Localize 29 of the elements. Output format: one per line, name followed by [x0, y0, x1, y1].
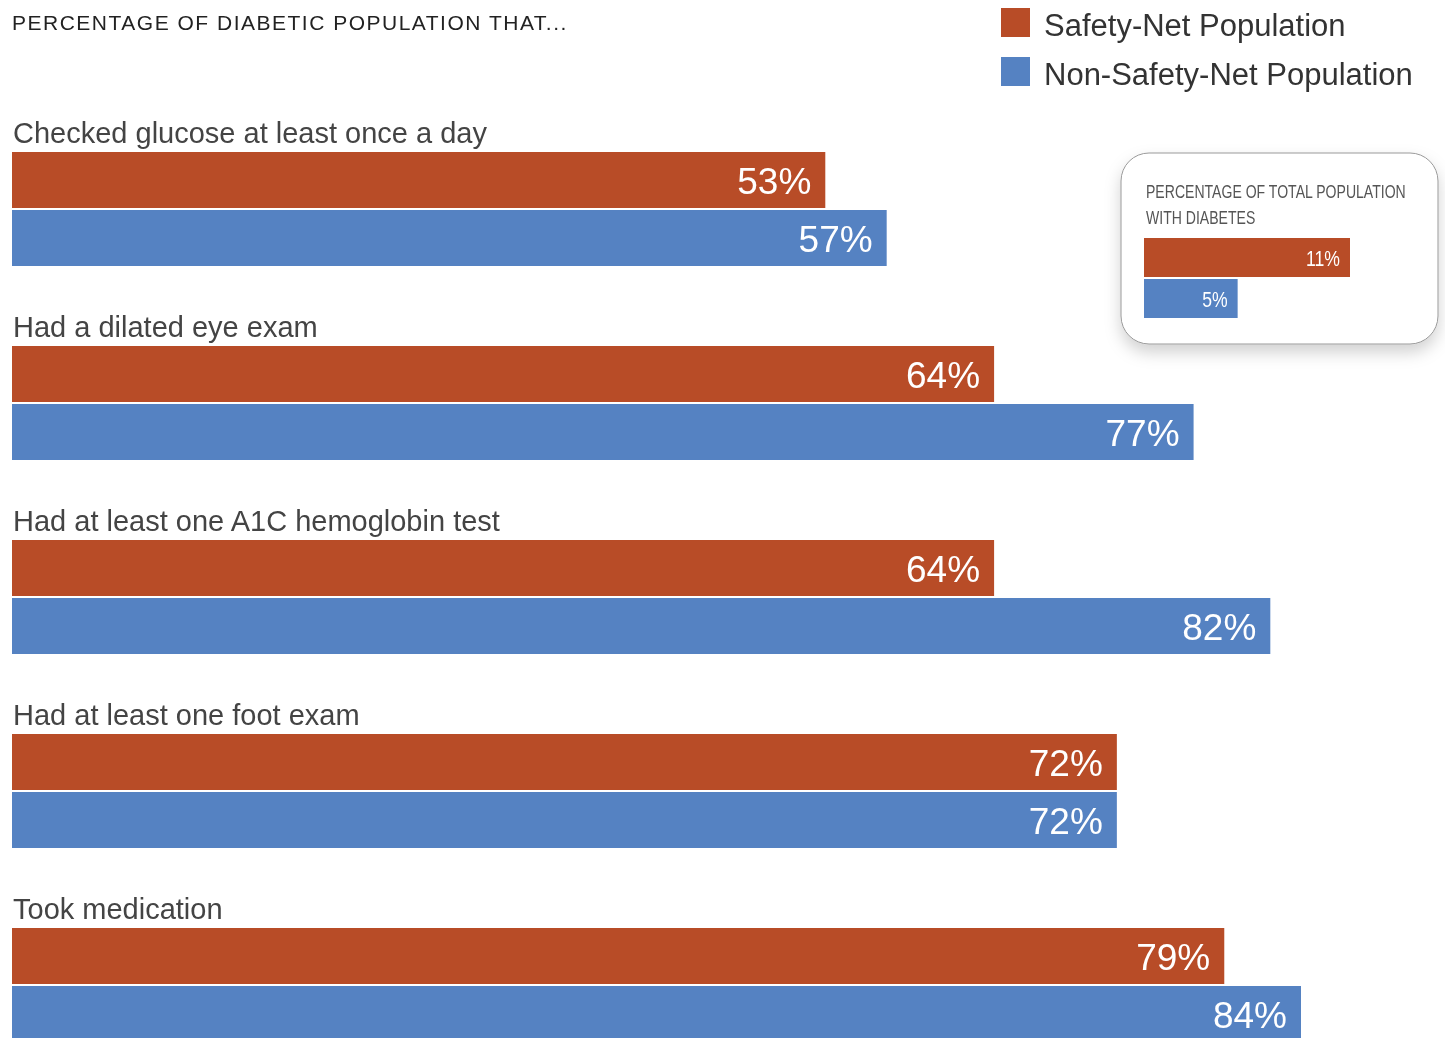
bar	[12, 210, 887, 266]
y-tick-label: Checked glucose at least once a day	[13, 117, 488, 149]
data-label: 64%	[906, 549, 981, 590]
legend-label: Non-Safety-Net Population	[1044, 57, 1413, 92]
y-tick-label: Had at least one A1C hemoglobin test	[13, 505, 500, 537]
data-label: 11%	[1306, 246, 1340, 271]
bar	[12, 540, 995, 596]
y-tick-label: Took medication	[13, 893, 223, 925]
bar	[12, 404, 1194, 460]
data-label: 5%	[1202, 287, 1228, 312]
bar	[12, 152, 826, 208]
chart-title: PERCENTAGE OF TOTAL POPULATION WITH DIABETES	[1146, 180, 1406, 229]
data-label: 82%	[1182, 607, 1257, 648]
bar	[12, 792, 1117, 848]
bar	[12, 346, 995, 402]
data-label: 53%	[737, 161, 812, 202]
bar	[12, 598, 1271, 654]
data-label: 72%	[1028, 743, 1103, 784]
bar	[12, 734, 1117, 790]
data-label: 64%	[906, 355, 981, 396]
data-label: 79%	[1136, 937, 1211, 978]
y-tick-label: Had a dilated eye exam	[13, 311, 318, 343]
legend-label: Safety-Net Population	[1044, 8, 1346, 43]
y-tick-label: Had at least one foot exam	[13, 699, 360, 731]
data-label: 84%	[1212, 995, 1287, 1036]
data-label: 77%	[1105, 413, 1180, 454]
data-label: 72%	[1028, 801, 1103, 842]
chart-title: PERCENTAGE OF DIABETIC POPULATION THAT...	[12, 11, 568, 34]
data-label: 57%	[798, 219, 873, 260]
